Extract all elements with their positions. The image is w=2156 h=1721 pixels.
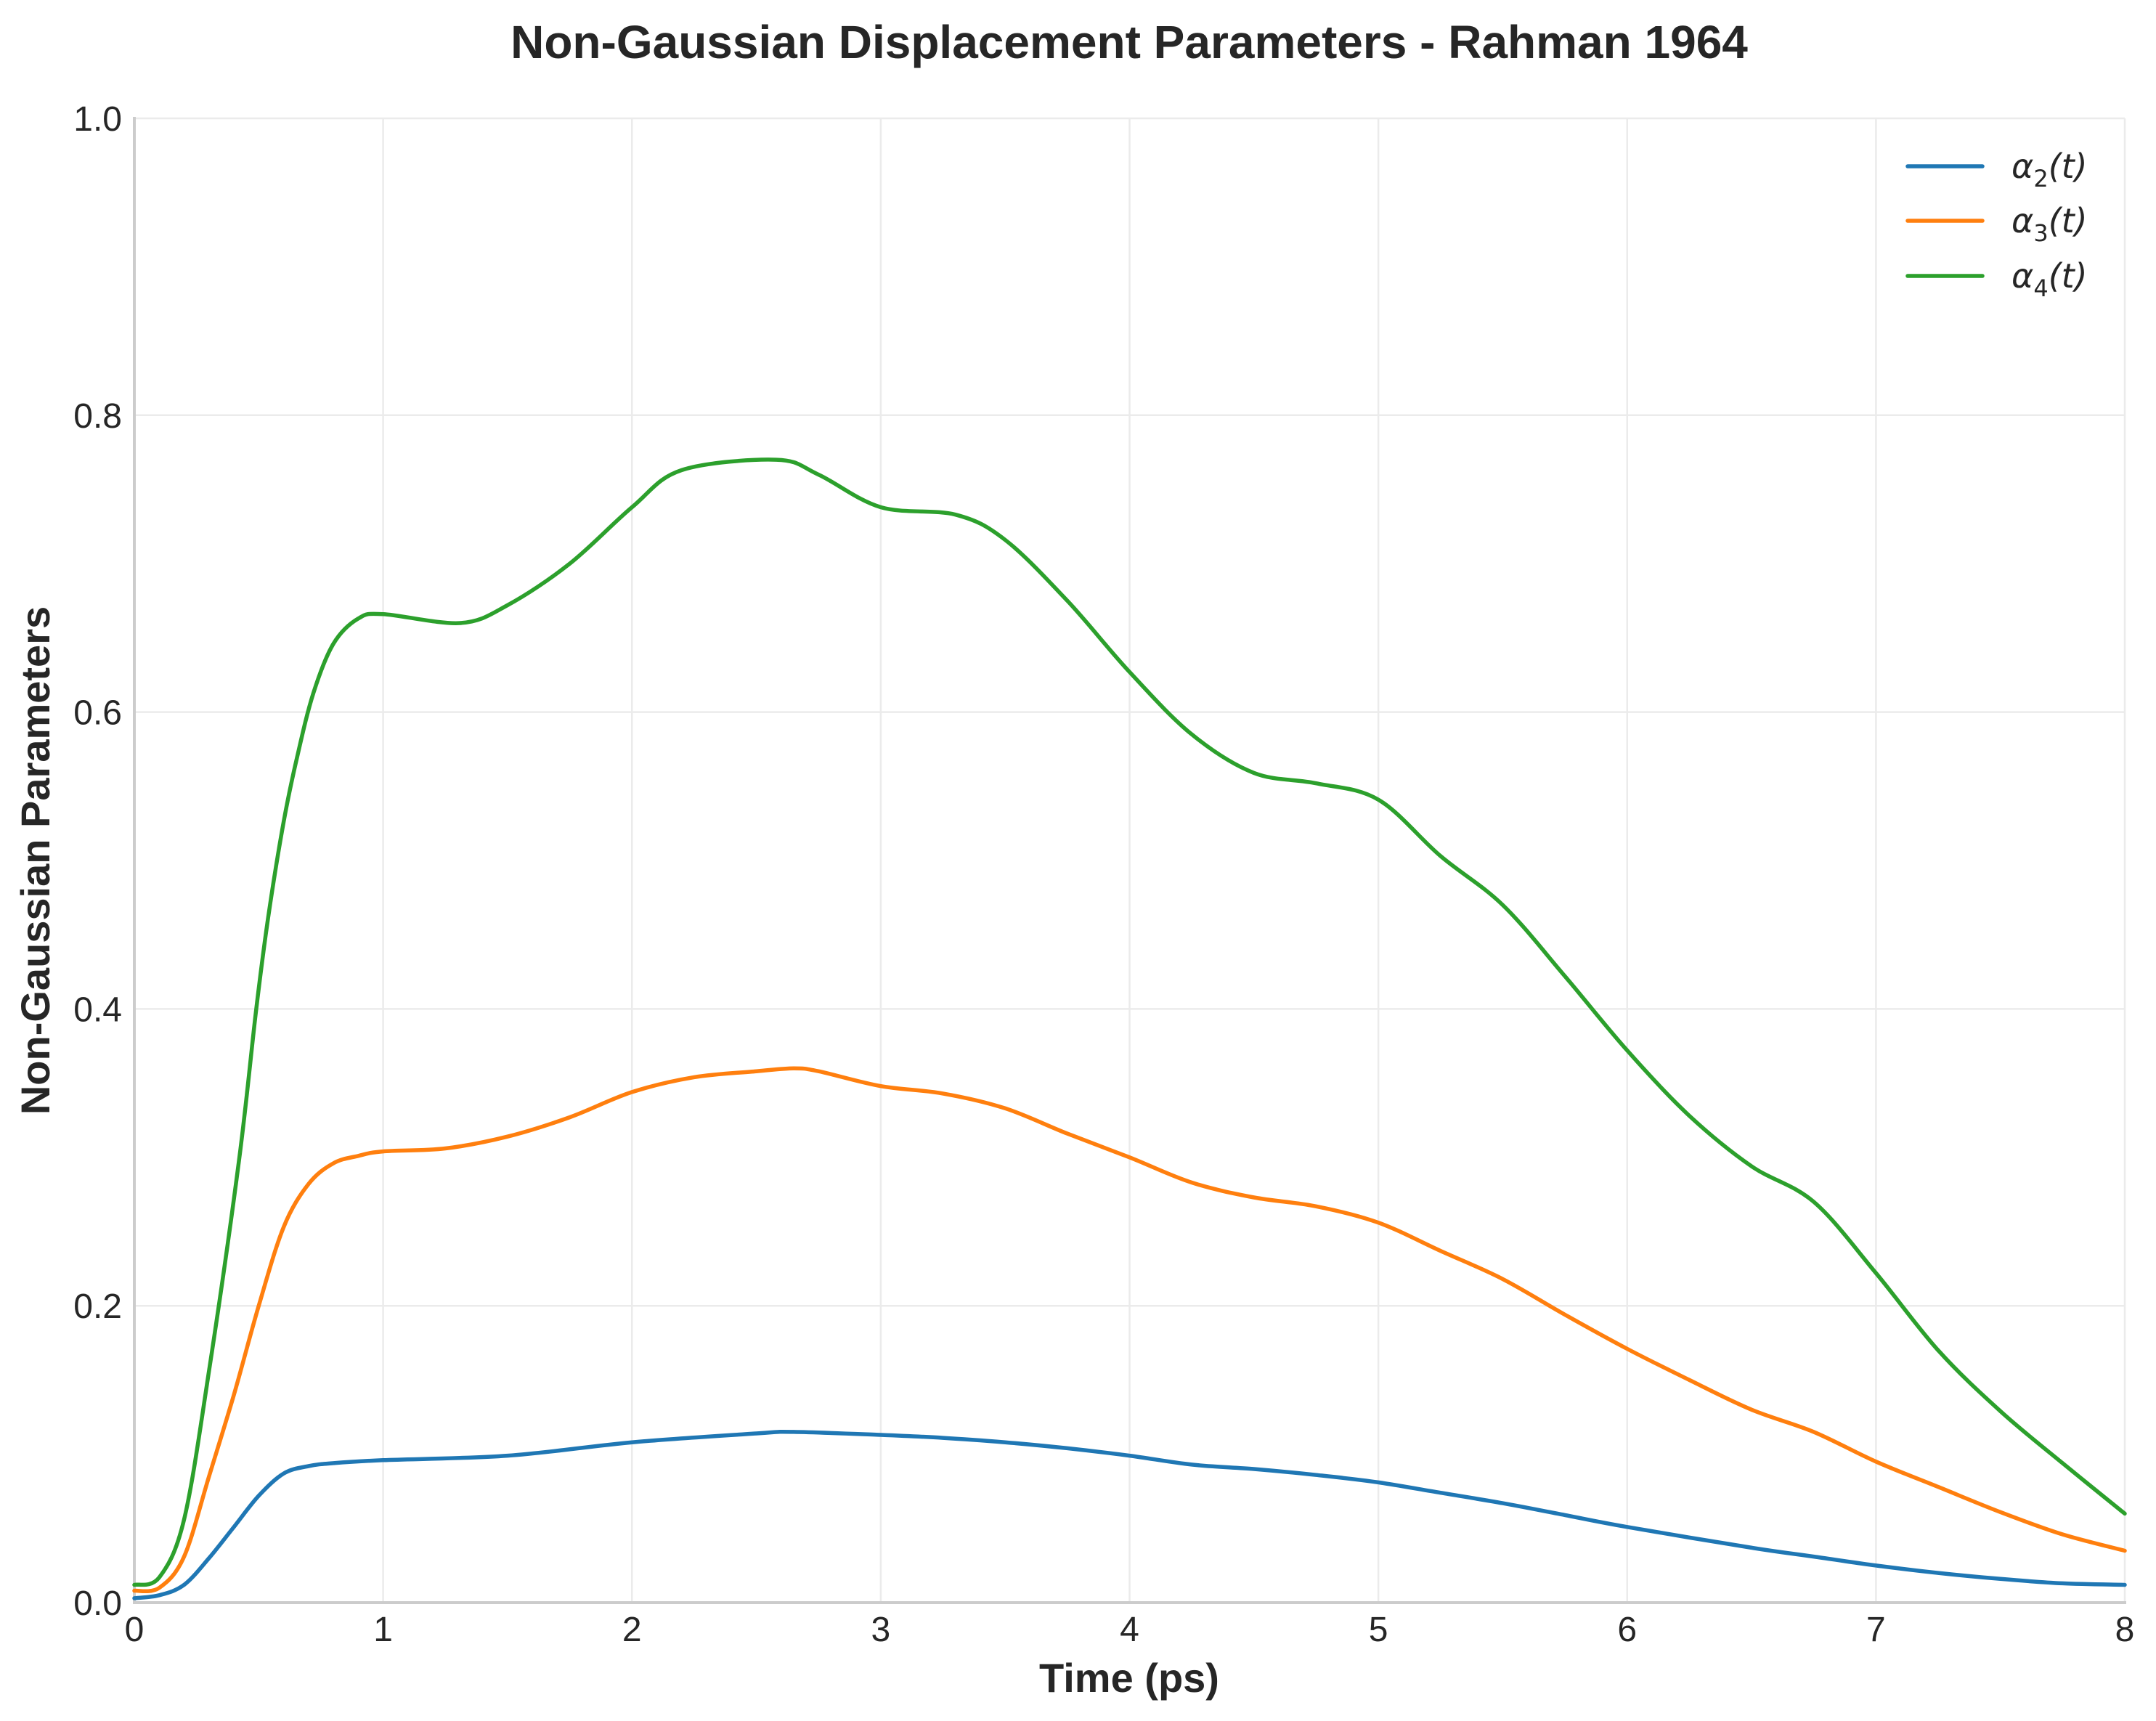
chart-title: Non-Gaussian Displacement Parameters - R… — [510, 16, 1748, 68]
y-axis-ticks: 0.0 0.2 0.4 0.6 0.8 1.0 — [73, 100, 122, 1623]
series-line-alpha3 — [132, 1066, 2127, 1594]
x-tick-label: 6 — [1617, 1611, 1637, 1649]
y-tick-label: 0.4 — [73, 990, 122, 1029]
legend-label: α4(t) — [2011, 256, 2088, 302]
legend-item-alpha4: α4(t) — [1905, 256, 2088, 302]
y-tick-label: 0.2 — [73, 1287, 122, 1326]
y-tick-label: 0.0 — [73, 1584, 122, 1623]
data-series — [132, 457, 2127, 1600]
y-tick-label: 0.6 — [73, 694, 122, 733]
y-axis-label: Non-Gaussian Parameters — [12, 606, 58, 1115]
x-tick-label: 2 — [622, 1611, 642, 1649]
x-tick-label: 0 — [125, 1611, 145, 1649]
y-tick-label: 1.0 — [73, 100, 122, 139]
x-tick-label: 4 — [1120, 1611, 1139, 1649]
gridlines — [134, 117, 2126, 1603]
legend-label: α3(t) — [2011, 201, 2088, 247]
x-axis-ticks: 0 1 2 3 4 5 6 7 8 — [125, 1611, 2135, 1649]
x-tick-label: 8 — [2115, 1611, 2135, 1649]
x-axis-label: Time (ps) — [1039, 1655, 1219, 1701]
legend-label: α2(t) — [2011, 147, 2088, 192]
legend-item-alpha3: α3(t) — [1905, 201, 2088, 247]
legend: α2(t) α3(t) α4(t) — [1905, 147, 2088, 302]
axis-spines — [133, 117, 2126, 1604]
legend-item-alpha2: α2(t) — [1905, 147, 2088, 192]
x-tick-label: 7 — [1866, 1611, 1886, 1649]
x-tick-label: 1 — [373, 1611, 393, 1649]
x-tick-label: 5 — [1369, 1611, 1388, 1649]
series-line-alpha2 — [132, 1430, 2127, 1600]
x-tick-label: 3 — [871, 1611, 891, 1649]
series-line-alpha4 — [132, 457, 2127, 1587]
y-tick-label: 0.8 — [73, 397, 122, 436]
